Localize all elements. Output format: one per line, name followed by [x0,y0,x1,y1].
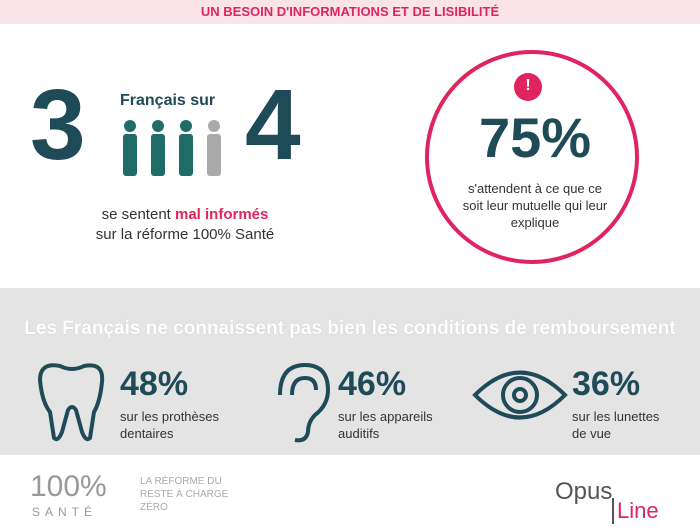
percent: 46% [338,365,407,403]
logo: 100% [30,470,107,503]
text: sur la réforme 100% Santé [95,226,275,243]
statement: se sentent mal informés sur la réforme 10… [60,205,310,245]
people-icons [123,120,221,176]
description: s'attendent à ce que ce soit leur mutuel… [462,181,608,230]
section-title: Les Français ne connaissent pas bien les… [24,318,676,339]
percent: 36% [572,365,641,403]
big-number: 3 [30,69,86,181]
item-text: sur les appareils auditifs [338,409,433,441]
brand: Line [612,498,659,524]
big-percent: 75% [478,106,592,169]
caption: Français sur [120,92,216,109]
item-text: sur les prothèses dentaires [120,409,219,441]
percent: 48% [120,365,189,403]
big-number: 4 [245,69,301,181]
icons [37,362,568,443]
highlight: mal informés [175,206,269,223]
circle [425,50,639,264]
logo-sub: SANTÉ [32,505,98,519]
banner: UN BESOIN D'INFORMATIONS ET DE LISIBILIT… [0,0,700,24]
badge: ! [525,77,531,94]
text: se sentent [101,206,175,223]
tagline: LA RÉFORME DU RESTE À CHARGE ZÉRO [140,476,229,513]
brand: Opus [555,478,613,505]
item-text: sur les lunettes de vue [572,409,660,441]
section-bg [0,288,700,455]
